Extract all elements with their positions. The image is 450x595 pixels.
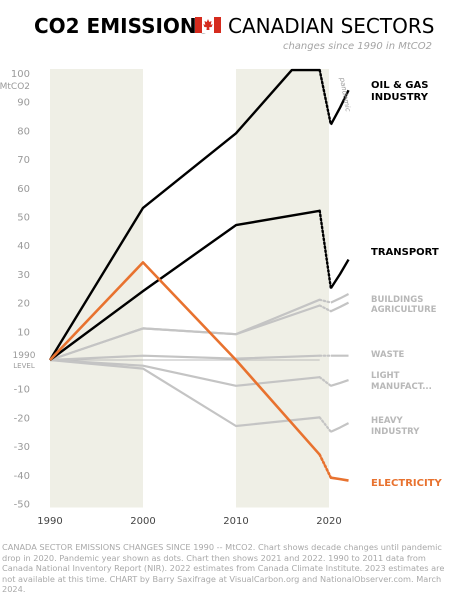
series-label-light-manufact: MANUFACT... <box>371 382 432 392</box>
pandemic-dots-electricity <box>318 453 333 479</box>
y-tick-label: 20 <box>17 299 30 310</box>
series-label-light-manufact: LIGHT <box>371 371 400 381</box>
recent-line-transport <box>329 258 350 289</box>
series-label-transport: TRANSPORT <box>371 247 439 258</box>
canada-flag-icon <box>195 17 221 33</box>
y-tick-label: -20 <box>14 413 30 424</box>
y-tick-label: -40 <box>14 471 30 482</box>
series-label-waste: WASTE <box>371 350 404 360</box>
series-line-oil-gas-industry <box>48 68 320 361</box>
x-tick-label: 2010 <box>223 516 248 527</box>
recent-line-oil-gas-industry <box>329 89 350 126</box>
series-label-heavy-industry: HEAVY <box>371 416 404 426</box>
y-tick-label: 80 <box>17 126 30 137</box>
series-line-agriculture <box>49 304 321 362</box>
y-tick-label: 100 <box>11 69 30 80</box>
y-tick-label: 60 <box>17 184 30 195</box>
recent-line-electricity <box>330 476 349 482</box>
shaded-decade-bands <box>50 69 329 508</box>
series-label-electricity: ELECTRICITY <box>371 478 442 489</box>
y-axis: -50 -40 -30 -20 -10 10 20 30 40 50 60 70 80 90 100 MtCO… <box>0 69 36 511</box>
series-line-waste <box>49 354 320 362</box>
recent-line-agriculture <box>330 301 350 313</box>
chart-title-right: CANADIAN SECTORS <box>228 14 434 38</box>
series-label-buildings: BUILDINGS <box>371 295 423 305</box>
zero-label-level: LEVEL <box>13 362 35 370</box>
pandemic-dots-agriculture <box>318 304 332 313</box>
shaded-band-2010-2020 <box>236 69 329 508</box>
series-lines <box>48 68 350 482</box>
recent-line-light-manufact <box>330 379 349 387</box>
series-line-transport <box>49 209 320 361</box>
y-tick-label: 50 <box>17 213 30 224</box>
pandemic-dots-heavy-industry <box>318 416 332 433</box>
pandemic-dots-transport <box>318 209 333 290</box>
series-label-agriculture: AGRICULTURE <box>371 305 437 315</box>
series-line-heavy-industry <box>49 358 320 428</box>
series-label-oil-gas-industry: OIL & GAS <box>371 80 428 91</box>
series-label-oil-gas-industry: INDUSTRY <box>371 92 429 103</box>
x-tick-label: 2020 <box>316 516 341 527</box>
chart-caption: CANADA SECTOR EMISSIONS CHANGES SINCE 19… <box>2 542 445 594</box>
y-tick-label: 30 <box>17 270 30 281</box>
y-tick-label: 10 <box>17 327 30 338</box>
pandemic-dots-light-manufact <box>318 376 332 387</box>
y-tick-label: 40 <box>17 241 30 252</box>
chart-title-left: CO2 EMISSIONS <box>34 14 211 38</box>
y-tick-label: -30 <box>14 442 30 453</box>
series-line-electricity <box>49 261 321 456</box>
pandemic-dots-oil-gas-industry <box>318 68 333 126</box>
y-tick-label: 90 <box>17 98 30 109</box>
series-line-light-manufact <box>49 358 320 387</box>
y-unit-label: MtCO2 <box>0 82 30 92</box>
zero-label-year: 1990 <box>13 351 36 361</box>
shaded-band-1990-2000 <box>50 69 143 508</box>
x-tick-label: 2000 <box>130 516 155 527</box>
recent-line-heavy-industry <box>330 422 350 433</box>
y-tick-label: -10 <box>14 385 30 396</box>
y-tick-label: 70 <box>17 155 30 166</box>
chart-subtitle: changes since 1990 in MtCO2 <box>283 41 432 52</box>
series-label-heavy-industry: INDUSTRY <box>371 427 420 437</box>
x-axis: 1990 2000 2010 2020 <box>37 516 341 527</box>
x-tick-label: 1990 <box>37 516 62 527</box>
pandemic-dots-buildings <box>318 298 332 304</box>
y-tick-label: -50 <box>14 500 30 511</box>
recent-line-buildings <box>330 293 350 304</box>
